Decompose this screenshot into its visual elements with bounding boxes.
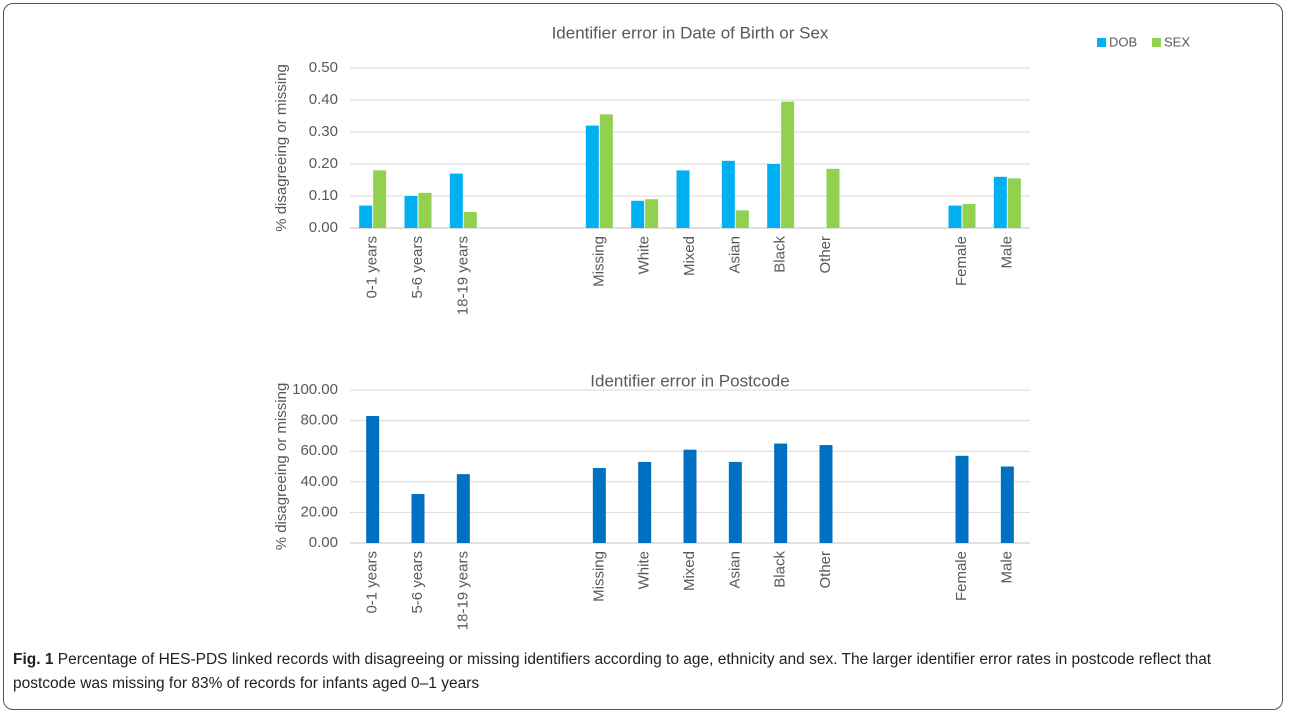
caption: Fig. 1 Percentage of HES-PDS linked reco… <box>13 648 1275 696</box>
bar <box>683 449 697 543</box>
bar <box>826 168 840 228</box>
bar <box>1007 178 1021 228</box>
x-tick-label: Male <box>998 236 1015 269</box>
bar <box>631 200 645 228</box>
bar <box>418 192 432 228</box>
bar <box>456 474 470 543</box>
y-tick-label: 40.00 <box>300 473 338 490</box>
figure: Identifier error in Date of Birth or Sex… <box>273 23 1190 630</box>
x-tick-label: 5-6 years <box>409 236 426 299</box>
x-tick-label: Mixed <box>681 551 698 591</box>
bar <box>592 468 606 543</box>
x-tick-label: Asian <box>726 236 743 274</box>
x-tick-label: 5-6 years <box>409 551 426 614</box>
caption-text: Percentage of HES-PDS linked records wit… <box>13 651 1212 692</box>
bar <box>599 114 613 228</box>
caption-label: Fig. 1 <box>13 651 54 668</box>
bar <box>404 196 418 228</box>
bar <box>449 173 463 228</box>
y-tick-label: 80.00 <box>300 412 338 429</box>
y-tick-label: 0.30 <box>309 123 338 140</box>
bar <box>993 176 1007 228</box>
x-tick-label: Female <box>953 236 970 286</box>
chart-title: Identifier error in Date of Birth or Sex <box>552 23 829 42</box>
x-tick-label: Mixed <box>681 236 698 276</box>
x-tick-label: Missing <box>590 236 607 287</box>
y-tick-label: 0.20 <box>309 155 338 172</box>
bar <box>781 101 795 228</box>
y-tick-label: 0.10 <box>309 187 338 204</box>
y-tick-label: 100.00 <box>292 381 338 398</box>
x-tick-label: 0-1 years <box>364 236 381 299</box>
bar <box>962 204 976 228</box>
bar <box>359 205 373 228</box>
bar <box>366 416 380 543</box>
bar <box>463 212 477 228</box>
x-tick-label: Missing <box>590 551 607 602</box>
bar <box>728 461 742 543</box>
bar <box>676 170 690 228</box>
x-tick-label: Other <box>817 236 834 274</box>
bar <box>774 443 788 543</box>
y-tick-label: 20.00 <box>300 503 338 520</box>
bar <box>721 160 735 228</box>
y-axis-title: % disagreeing or missing <box>273 383 290 551</box>
bar <box>955 455 969 543</box>
x-tick-label: Asian <box>726 551 743 589</box>
legend-swatch <box>1097 38 1106 47</box>
x-tick-label: Other <box>817 551 834 589</box>
y-tick-label: 0.50 <box>309 59 338 76</box>
x-tick-label: White <box>636 551 653 589</box>
x-tick-label: Female <box>953 551 970 601</box>
bar <box>948 205 962 228</box>
legend-label: SEX <box>1164 34 1190 49</box>
bar <box>373 170 387 228</box>
bar <box>767 164 781 228</box>
x-tick-label: 18-19 years <box>454 236 471 315</box>
x-tick-label: Male <box>998 551 1015 584</box>
x-tick-label: 0-1 years <box>364 551 381 614</box>
legend-swatch <box>1152 38 1161 47</box>
legend-label: DOB <box>1109 34 1137 49</box>
y-tick-label: 0.00 <box>309 534 338 551</box>
chart-title: Identifier error in Postcode <box>590 371 789 390</box>
x-tick-label: White <box>636 236 653 274</box>
x-tick-label: 18-19 years <box>454 551 471 630</box>
y-tick-label: 0.00 <box>309 219 338 236</box>
x-tick-label: Black <box>772 236 789 273</box>
y-tick-label: 60.00 <box>300 442 338 459</box>
y-axis-title: % disagreeing or missing <box>273 64 290 232</box>
bar <box>735 210 749 228</box>
y-tick-label: 0.40 <box>309 91 338 108</box>
bar <box>638 461 652 543</box>
bar <box>585 125 599 228</box>
bar <box>411 494 425 543</box>
bar <box>1000 466 1014 543</box>
bar <box>645 199 659 228</box>
bar <box>819 445 833 543</box>
frame <box>3 3 1283 710</box>
x-tick-label: Black <box>772 551 789 588</box>
